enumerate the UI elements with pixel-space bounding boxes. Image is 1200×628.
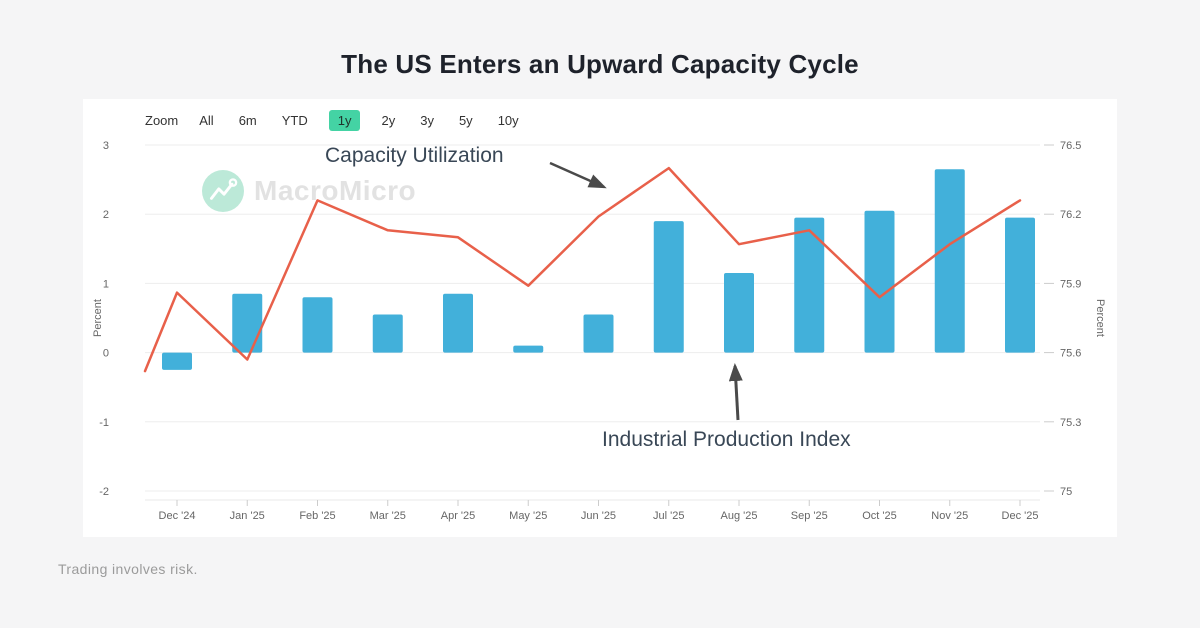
left-axis-tick-label: 0 bbox=[103, 348, 109, 360]
range-button-ytd[interactable]: YTD bbox=[281, 113, 308, 128]
disclaimer-text: Trading involves risk. bbox=[58, 561, 198, 577]
bar-aug-25[interactable] bbox=[724, 273, 754, 353]
x-axis-tick-label: Jan '25 bbox=[230, 510, 265, 522]
left-axis-tick-label: 3 bbox=[103, 140, 109, 152]
range-buttons: All 6m YTD 1y 2y 3y 5y 10y bbox=[195, 110, 522, 131]
bar-jan-25[interactable] bbox=[232, 293, 263, 353]
annotation-capacity-utilization: Capacity Utilization bbox=[325, 144, 504, 167]
range-button-1y[interactable]: 1y bbox=[328, 110, 361, 131]
x-axis-tick-label: Mar '25 bbox=[370, 510, 406, 522]
bar-mar-25[interactable] bbox=[372, 314, 403, 353]
bar-apr-25[interactable] bbox=[443, 293, 473, 353]
right-axis-tick-label: 75.6 bbox=[1060, 348, 1081, 360]
x-axis-tick-label: May '25 bbox=[509, 510, 547, 522]
bar-sep-25[interactable] bbox=[794, 217, 825, 353]
capacity-utilization-line[interactable] bbox=[143, 166, 1022, 373]
macromicro-watermark: MacroMicro bbox=[202, 170, 416, 212]
left-axis-tick-label: -1 bbox=[99, 417, 109, 429]
range-button-10y[interactable]: 10y bbox=[497, 113, 519, 128]
bar-feb-25[interactable] bbox=[302, 297, 333, 353]
zoom-label: Zoom bbox=[145, 113, 179, 128]
left-axis-tick-label: 2 bbox=[103, 209, 109, 221]
right-axis-tick-label: 76.2 bbox=[1060, 209, 1081, 221]
chart-panel: Zoom All 6m YTD 1y 2y 3y 5y 10y MacroMicro 3 2 1 0… bbox=[83, 99, 1117, 537]
range-button-5y[interactable]: 5y bbox=[458, 113, 473, 128]
bar-oct-25[interactable] bbox=[864, 210, 895, 353]
right-axis-tick-label: 75 bbox=[1060, 486, 1072, 498]
left-axis-title: Percent bbox=[92, 299, 104, 337]
x-axis-tick-label: Dec '25 bbox=[1002, 510, 1039, 522]
left-axis-tick-label: -2 bbox=[99, 486, 109, 498]
range-button-6m[interactable]: 6m bbox=[238, 113, 257, 128]
bar-dec-24[interactable] bbox=[162, 352, 192, 370]
x-axis-tick-label: Dec '24 bbox=[159, 510, 196, 522]
bar-jul-25[interactable] bbox=[653, 221, 684, 353]
x-axis-tick-label: Jul '25 bbox=[653, 510, 684, 522]
bar-nov-25[interactable] bbox=[934, 169, 965, 353]
x-axis-tick-label: Sep '25 bbox=[791, 510, 828, 522]
x-axis-tick-label: Nov '25 bbox=[931, 510, 968, 522]
range-button-2y[interactable]: 2y bbox=[381, 113, 396, 128]
annotation-industrial-production: Industrial Production Index bbox=[602, 428, 851, 451]
x-axis-tick-label: Jun '25 bbox=[581, 510, 616, 522]
watermark-text: MacroMicro bbox=[254, 175, 417, 206]
bar-dec-25[interactable] bbox=[1005, 217, 1035, 353]
chart-canvas: 3 2 1 0 -1 -2 76.5 76.2 75.9 75.6 75.3 75 Dec '24 Jan… bbox=[92, 140, 1106, 522]
page-title: The US Enters an Upward Capacity Cycle bbox=[341, 49, 859, 79]
bar-jun-25[interactable] bbox=[583, 314, 614, 353]
bar-may-25[interactable] bbox=[513, 345, 544, 353]
left-axis-tick-label: 1 bbox=[103, 278, 109, 290]
range-toolbar: Zoom All 6m YTD 1y 2y 3y 5y 10y bbox=[145, 110, 523, 131]
x-axis-tick-label: Oct '25 bbox=[862, 510, 897, 522]
right-axis-tick-label: 76.5 bbox=[1060, 140, 1081, 152]
right-axis-tick-label: 75.3 bbox=[1060, 417, 1081, 429]
right-axis-title: Percent bbox=[1094, 299, 1106, 337]
x-axis-tick-label: Feb '25 bbox=[299, 510, 335, 522]
x-axis-tick-label: Aug '25 bbox=[721, 510, 758, 522]
macromicro-logo-icon bbox=[202, 170, 244, 212]
range-button-3y[interactable]: 3y bbox=[420, 113, 434, 128]
x-axis-tick-label: Apr '25 bbox=[441, 510, 476, 522]
right-axis-tick-label: 75.9 bbox=[1060, 278, 1081, 290]
range-button-all[interactable]: All bbox=[199, 113, 214, 128]
